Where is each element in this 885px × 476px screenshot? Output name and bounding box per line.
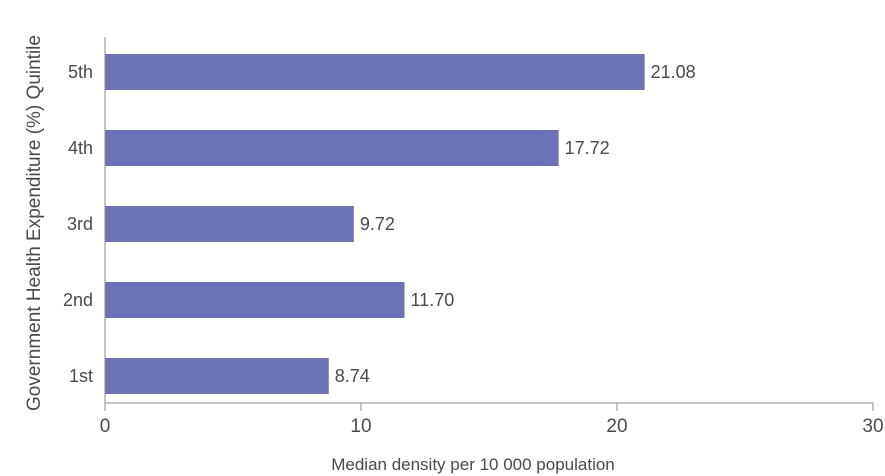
bar-4th [105, 130, 559, 166]
y-axis: 5th 4th 3rd 2nd 1st [63, 37, 106, 403]
x-axis-title: Median density per 10 000 population [331, 455, 615, 474]
x-tick-label-20: 20 [606, 416, 627, 437]
y-tick-label-3rd: 3rd [67, 214, 93, 234]
value-label-5th: 21.08 [651, 62, 696, 82]
y-tick-label-1st: 1st [69, 366, 93, 386]
x-tick-label-30: 30 [862, 416, 883, 437]
value-labels-layer: 21.08 17.72 9.72 11.70 8.74 [335, 62, 696, 386]
y-tick-label-4th: 4th [68, 138, 93, 158]
value-label-2nd: 11.70 [411, 290, 455, 310]
x-tick-label-10: 10 [350, 416, 371, 437]
y-tick-label-2nd: 2nd [63, 290, 93, 310]
value-label-3rd: 9.72 [360, 214, 395, 234]
bar-2nd [105, 282, 405, 318]
y-axis-title: Government Health Expenditure (%) Quinti… [24, 35, 45, 411]
bar-1st [105, 358, 329, 394]
x-axis: 0 10 20 30 [100, 402, 884, 437]
x-tick-label-0: 0 [100, 416, 111, 437]
bar-3rd [105, 206, 354, 242]
bar-5th [105, 54, 645, 90]
y-tick-label-5th: 5th [68, 62, 93, 82]
bars-layer [105, 54, 645, 394]
value-label-4th: 17.72 [565, 138, 610, 158]
value-label-1st: 8.74 [335, 366, 370, 386]
